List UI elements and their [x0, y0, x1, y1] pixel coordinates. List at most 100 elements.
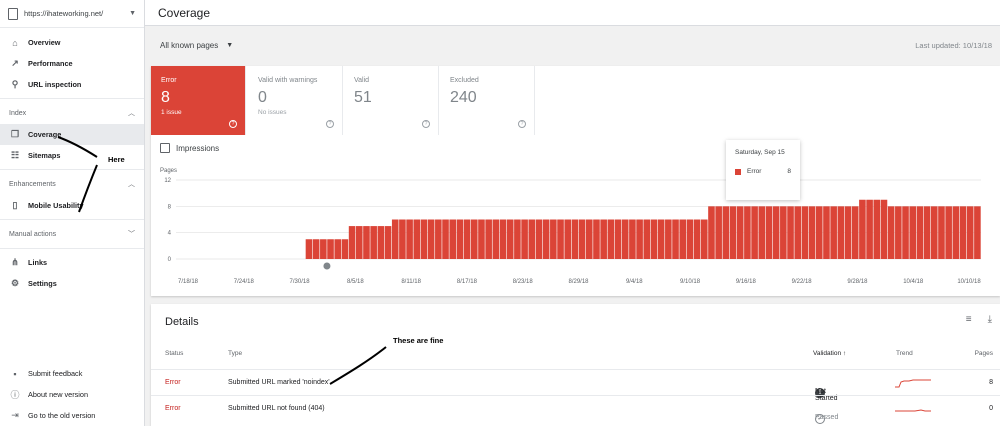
chart-bar — [571, 219, 579, 259]
chart-bar — [916, 206, 924, 259]
impressions-toggle[interactable]: Impressions — [160, 143, 219, 153]
nav-overview[interactable]: ⌂ Overview — [0, 32, 144, 53]
col-validation-label: Validation — [813, 350, 842, 357]
exit-icon: ⇥ — [11, 410, 19, 420]
property-selector[interactable]: https://ihateworking.net/ ▼ — [0, 0, 144, 28]
chart-bar — [686, 219, 694, 259]
chart-bar — [744, 206, 751, 259]
chart-bar — [866, 199, 873, 259]
chart-bar — [585, 219, 593, 259]
dropdown-arrow-icon: ▼ — [226, 41, 234, 49]
tile-label: Excluded — [450, 77, 479, 84]
chart-bar — [902, 206, 909, 259]
filter-icon[interactable]: ≡ — [965, 314, 972, 325]
nav-label: About new version — [28, 390, 89, 399]
chart-bar — [506, 219, 514, 259]
nav-label: Mobile Usability — [28, 201, 84, 210]
chart-bar — [355, 226, 363, 259]
chart-bar — [758, 206, 766, 259]
feedback-icon: ▪ — [13, 368, 17, 379]
nav-label: Sitemaps — [28, 151, 61, 160]
row-type: Submitted URL marked 'noindex' — [228, 379, 330, 386]
chart-bar — [485, 219, 492, 259]
chart-bar — [593, 219, 600, 259]
nav-about[interactable]: ⓘ About new version — [0, 384, 145, 405]
help-icon[interactable]: ? — [422, 120, 430, 128]
chart-bar — [427, 219, 435, 259]
chart-bar — [895, 206, 902, 259]
section-enhancements[interactable]: Enhancements ︿ — [0, 173, 144, 195]
chart-bar — [859, 199, 866, 259]
tile-error[interactable]: Error 8 1 issue ? — [151, 66, 246, 135]
sidebar-footer: ▪ Submit feedback ⓘ About new version ⇥ … — [0, 363, 145, 426]
chart-bar — [938, 206, 945, 259]
table-row[interactable]: Error Submitted URL marked 'noindex' ! N… — [151, 369, 1000, 402]
row-type: Submitted URL not found (404) — [228, 405, 325, 412]
chart-bar — [729, 206, 737, 259]
table-row[interactable]: Error Submitted URL not found (404) ✓ Pa… — [151, 395, 1000, 424]
tile-excluded[interactable]: Excluded 240 ? — [440, 66, 535, 135]
tile-valid[interactable]: Valid 51 ? — [344, 66, 439, 135]
chart-bar — [406, 219, 413, 259]
chart-bar — [492, 219, 500, 259]
chart-bar — [514, 219, 521, 259]
nav-coverage[interactable]: ❐ Coverage — [0, 124, 144, 145]
download-icon[interactable]: ⤓ — [987, 314, 992, 325]
chart-bar — [801, 206, 809, 259]
nav-performance[interactable]: ↗ Performance — [0, 53, 144, 74]
nav-label: Settings — [28, 279, 57, 288]
tile-valid-with-warnings[interactable]: Valid with warnings 0 No issues ? — [248, 66, 343, 135]
x-tick-label: 10/4/18 — [903, 279, 924, 285]
chart-bar — [736, 206, 744, 259]
nav-links[interactable]: ⋔ Links — [0, 252, 144, 273]
nav-submit-feedback[interactable]: ▪ Submit feedback — [0, 363, 145, 384]
chart-bar — [557, 219, 564, 259]
section-manual-actions[interactable]: Manual actions ﹀ — [0, 223, 144, 245]
links-icon: ⋔ — [11, 257, 19, 267]
chart-bar — [435, 219, 442, 259]
nav-mobile-usability[interactable]: ▯ Mobile Usability — [0, 195, 144, 216]
coverage-chart[interactable]: Pages 0 4 8 12 7/18/18 7/24/18 7/30/18 8/5/18 8/1… — [151, 166, 1000, 291]
nav-settings[interactable]: ⚙ Settings — [0, 273, 144, 294]
chart-tooltip: Saturday, Sep 15 Error 8 — [726, 140, 800, 200]
col-status: Status — [165, 350, 184, 357]
trend-sparkline — [895, 376, 931, 390]
page-icon — [8, 7, 18, 20]
chart-bar — [312, 239, 320, 259]
nav-url-inspection[interactable]: ⚲ URL inspection — [0, 74, 144, 95]
nav-label: Coverage — [28, 130, 62, 139]
pages-filter-dropdown[interactable]: All known pages ▼ — [160, 41, 233, 50]
chart-bar — [542, 219, 550, 259]
nav-old-version[interactable]: ⇥ Go to the old version — [0, 405, 145, 426]
annotation-fine: These are fine — [393, 336, 444, 345]
chart-bar — [614, 219, 622, 259]
divider — [0, 169, 144, 170]
chart-bar — [621, 219, 629, 259]
impressions-checkbox[interactable] — [160, 143, 170, 153]
validation-text: Not Started — [815, 388, 838, 402]
section-index[interactable]: Index ︿ — [0, 102, 144, 124]
help-icon[interactable]: ? — [326, 120, 334, 128]
tile-sub: 1 issue — [161, 109, 182, 116]
page-header: Coverage — [145, 0, 1000, 26]
tooltip-row: Error 8 — [735, 168, 791, 175]
tile-label: Error — [161, 77, 177, 84]
chart-bar — [348, 226, 356, 259]
pages-filter-label: All known pages — [160, 40, 219, 50]
nav-sitemaps[interactable]: ☷ Sitemaps — [0, 145, 144, 166]
chart-bar — [708, 206, 715, 259]
chart-bar — [887, 206, 895, 259]
col-trend: Trend — [896, 350, 913, 357]
chart-bar — [636, 219, 643, 259]
chart-bar — [722, 206, 730, 259]
chart-bar — [377, 226, 385, 259]
chart-bar — [823, 206, 830, 259]
chart-bar — [399, 219, 406, 259]
tile-value: 240 — [450, 89, 477, 106]
col-validation[interactable]: Validation ↑ — [813, 350, 846, 357]
help-icon[interactable]: ? — [229, 120, 237, 128]
help-icon[interactable]: ? — [518, 120, 526, 128]
x-tick-label: 8/23/18 — [513, 279, 534, 285]
row-status: Error — [165, 405, 181, 412]
chart-bar — [456, 219, 464, 259]
